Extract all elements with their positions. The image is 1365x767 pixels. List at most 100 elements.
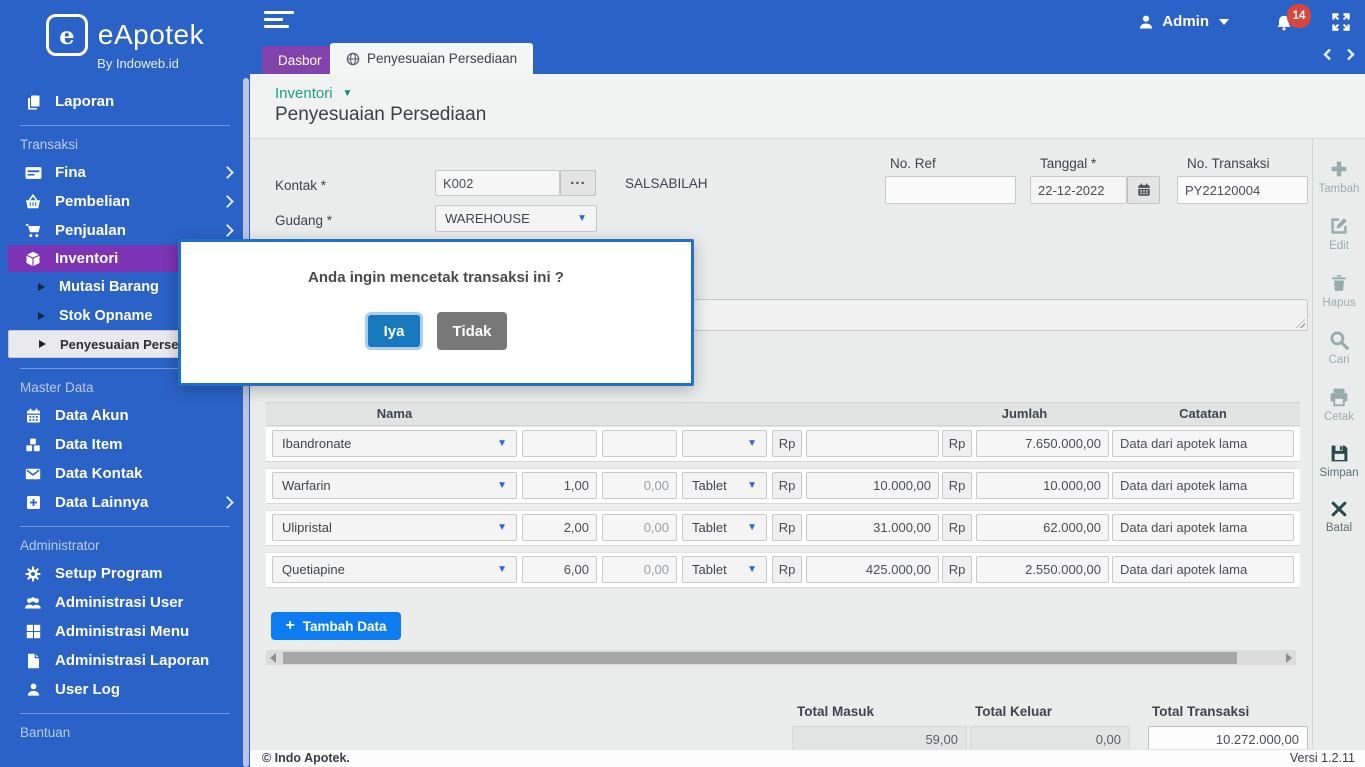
catatan-input[interactable] [1112,430,1294,457]
action-simpan[interactable]: Simpan [1320,443,1359,479]
tab-scroll-left-icon[interactable] [1323,48,1332,61]
dialog-yes-button[interactable]: Iya [365,312,423,350]
masuk-input[interactable] [522,556,597,583]
sidebar-item-administrasi-laporan[interactable]: Administrasi Laporan [0,646,250,675]
sidebar-item-pembelian[interactable]: Pembelian [0,187,250,216]
sidebar-item-data-lainnya[interactable]: Data Lainnya [0,488,250,517]
sidebar-item-setup-program[interactable]: Setup Program [0,559,250,588]
catatan-input[interactable] [1112,472,1294,499]
noref-label: No. Ref [890,156,936,171]
kontak-name-text: SALSABILAH [625,176,708,191]
action-cetak[interactable]: Cetak [1324,386,1354,423]
tanggal-label: Tanggal * [1040,156,1097,171]
masuk-input[interactable] [522,472,597,499]
action-tambah[interactable]: Tambah [1319,158,1359,195]
sidebar-item-fina[interactable]: Fina [0,158,250,187]
noref-input[interactable] [885,176,1016,204]
gudang-select[interactable]: WAREHOUSE ▼ [435,205,597,232]
tab-scroll-right-icon[interactable] [1346,48,1355,61]
sidebar-item-user-log[interactable]: User Log [0,675,250,704]
tanggal-input[interactable] [1030,176,1127,204]
currency-prefix: Rp [942,514,972,541]
sidebar-item-label: User Log [55,681,121,698]
sidebar-scrollbar[interactable] [243,78,249,767]
item-select[interactable]: Ibandronate ▼ [272,430,517,457]
tab-dasbor[interactable]: Dasbor [262,46,338,74]
kontak-browse-button[interactable]: ... [560,170,596,196]
sidebar-item-label: Laporan [55,93,115,110]
notransaksi-input[interactable] [1177,176,1308,204]
dialog-no-button[interactable]: Tidak [437,312,507,350]
tab-penyesuaian-persediaan[interactable]: Penyesuaian Persediaan [330,43,534,74]
satuan-select[interactable]: ▼ [682,430,767,457]
add-row-button[interactable]: + Tambah Data [271,612,401,640]
harga-input[interactable] [806,430,939,457]
satuan-select[interactable]: Tablet ▼ [682,472,767,499]
sidebar-item-label: Administrasi Menu [55,623,190,640]
masuk-input[interactable] [522,514,597,541]
sidebar-item-data-item[interactable]: Data Item [0,430,250,459]
sidebar-item-administrasi-menu[interactable]: Administrasi Menu [0,617,250,646]
catatan-input[interactable] [1112,556,1294,583]
trash-icon [1329,272,1349,294]
breadcrumb[interactable]: Inventori ▼ [275,85,352,102]
footer: © Indo Apotek. Versi 1.2.11 [250,749,1365,767]
catatan-input[interactable] [1112,514,1294,541]
app-logo[interactable]: e eApotek [0,0,250,56]
scroll-left-icon[interactable] [270,652,276,663]
action-cari[interactable]: Cari [1328,329,1350,366]
jumlah-input[interactable] [976,514,1109,541]
sidebar-item-administrasi-user[interactable]: Administrasi User [0,588,250,617]
jumlah-input[interactable] [976,556,1109,583]
harga-input[interactable] [806,472,939,499]
chevron-down-icon: ▼ [497,522,507,533]
sidebar-item-penjualan[interactable]: Penjualan [0,216,250,245]
jumlah-input[interactable] [976,430,1109,457]
action-batal[interactable]: Batal [1326,499,1352,534]
sidebar-item-laporan[interactable]: Laporan [0,87,250,116]
resize-handle-icon[interactable] [1296,319,1305,328]
kontak-input[interactable] [435,170,560,196]
action-edit[interactable]: Edit [1328,215,1350,252]
sidebar-item-label: Data Item [55,436,123,453]
keluar-input[interactable] [602,556,677,583]
harga-input[interactable] [806,514,939,541]
scroll-right-icon[interactable] [1286,652,1292,663]
sidebar-item-data-kontak[interactable]: Data Kontak [0,459,250,488]
keluar-input[interactable] [602,514,677,541]
sidebar-subitem-stok-opname[interactable]: Stok Opname [0,301,250,330]
floppy-disk-icon [1329,443,1350,464]
item-select[interactable]: Quetiapine ▼ [272,556,517,583]
notifications-button[interactable]: 14 [1275,3,1311,37]
keluar-input[interactable] [602,472,677,499]
tab-label: Dasbor [278,52,322,68]
harga-input[interactable] [806,556,939,583]
user-menu[interactable]: Admin [1138,13,1229,30]
printer-icon [1328,386,1350,408]
horizontal-scrollbar[interactable] [266,650,1296,665]
keluar-input[interactable] [602,430,677,457]
scrollbar-thumb[interactable] [283,651,1237,664]
item-select[interactable]: Ulipristal ▼ [272,514,517,541]
satuan-select[interactable]: Tablet ▼ [682,514,767,541]
tab-label: Penyesuaian Persediaan [367,51,518,66]
sidebar-item-data-akun[interactable]: Data Akun [0,401,250,430]
app-tagline: By Indoweb.id [97,56,179,71]
fullscreen-icon[interactable] [1331,12,1351,32]
tanggal-calendar-button[interactable] [1127,176,1160,204]
masuk-input[interactable] [522,430,597,457]
currency-prefix: Rp [942,472,972,499]
item-name: Ibandronate [282,436,352,451]
sidebar-item-label: Administrasi Laporan [55,652,210,669]
action-label: Hapus [1322,297,1356,309]
print-confirm-dialog: Anda ingin mencetak transaksi ini ? Iya … [178,239,694,386]
divider [20,713,230,714]
action-hapus[interactable]: Hapus [1322,272,1356,309]
satuan-select[interactable]: Tablet ▼ [682,556,767,583]
item-select[interactable]: Warfarin ▼ [272,472,517,499]
notransaksi-label: No. Transaksi [1187,156,1270,171]
hamburger-menu-icon[interactable] [264,11,294,32]
chevron-right-icon [221,195,234,208]
jumlah-input[interactable] [976,472,1109,499]
sidebar-subitem-mutasi-barang[interactable]: Mutasi Barang [0,272,250,301]
